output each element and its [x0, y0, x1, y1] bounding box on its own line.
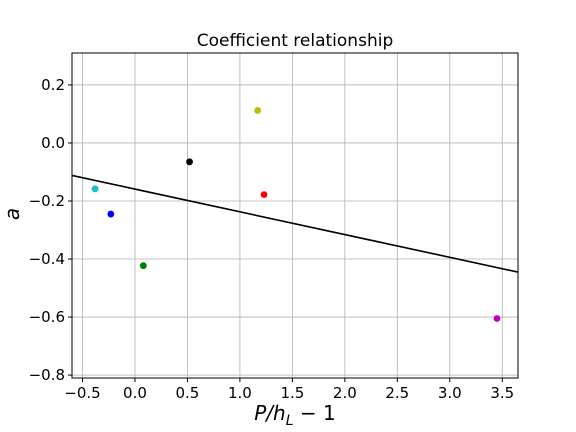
x-tick-label: 2.5 [385, 384, 409, 402]
x-tick-label: 3.0 [438, 384, 462, 402]
y-tick-label: 0.2 [41, 76, 65, 94]
x-tick-label: 1.5 [280, 384, 304, 402]
y-tick-label: −0.8 [29, 366, 65, 384]
x-axis-label-sub: L [286, 413, 294, 429]
data-points [92, 107, 501, 322]
x-axis-label-main: P/h [254, 401, 285, 425]
data-point [261, 191, 268, 198]
fit-line [72, 175, 518, 272]
plot-frame [72, 53, 518, 378]
x-tick-label: 0.0 [123, 384, 147, 402]
y-tick-label: −0.4 [29, 250, 65, 268]
data-point [494, 315, 501, 322]
fit-line-group [72, 175, 518, 272]
x-tick-label: −0.5 [64, 384, 100, 402]
ticks: −0.5 0.0 0.5 1.0 1.5 2.0 2.5 3.0 3.5 0.2 0.0 −0.2 −0… [29, 76, 515, 402]
chart-title: Coefficient relationship [197, 31, 393, 51]
x-tick-label: 1.0 [228, 384, 252, 402]
data-point [186, 158, 193, 165]
x-tick-label: 0.5 [176, 384, 200, 402]
x-tick-label: 3.5 [490, 384, 514, 402]
grid [72, 53, 518, 378]
y-tick-label: −0.2 [29, 192, 65, 210]
x-axis-label: P/hL − 1 [254, 401, 336, 429]
x-axis-label-tail: − 1 [294, 401, 336, 425]
y-tick-label: −0.6 [29, 308, 65, 326]
y-tick-label: 0.0 [41, 134, 65, 152]
y-axis-label: a [0, 208, 24, 220]
data-point [107, 211, 114, 218]
x-tick-label: 2.0 [333, 384, 357, 402]
data-point [254, 107, 261, 114]
data-point [92, 185, 99, 192]
data-point [140, 262, 147, 269]
